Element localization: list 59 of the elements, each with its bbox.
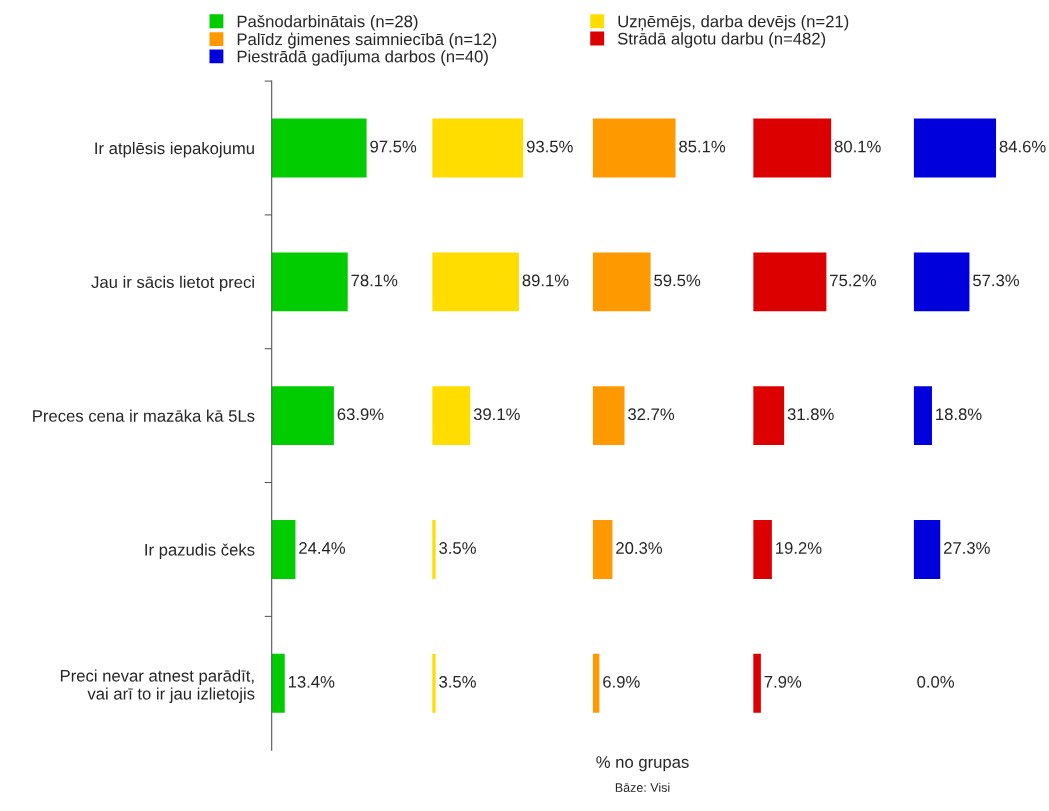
- data-label: 59.5%: [654, 274, 701, 287]
- y-tick-label: Preci nevar atnest parādīt, vai arī to ir jau izlietojis: [60, 669, 255, 703]
- legend-label: Piestrādā gadījuma darbos (n=40): [237, 50, 488, 66]
- data-label: 24.4%: [299, 542, 346, 554]
- data-label: 3.5%: [439, 675, 476, 688]
- bar: [753, 520, 772, 579]
- y-tick-label: Jau ir sācis lietot preci: [91, 275, 254, 292]
- data-label: 75.2%: [830, 274, 876, 287]
- bar: [432, 386, 471, 446]
- data-label: 13.4%: [288, 675, 335, 688]
- bar: [592, 118, 676, 178]
- bar: [432, 118, 524, 178]
- data-label: 3.5%: [439, 542, 476, 554]
- bar: [753, 252, 827, 312]
- data-label: 85.1%: [679, 140, 726, 153]
- bar: [753, 386, 785, 446]
- bar: [592, 520, 613, 579]
- data-label: 20.3%: [616, 542, 663, 554]
- legend-label: Pašnodarbinātais (n=28): [237, 14, 418, 31]
- data-label: 7.9%: [764, 675, 802, 688]
- bar: [592, 386, 625, 446]
- bar: [753, 653, 761, 713]
- bar: [753, 118, 832, 178]
- bar: [271, 653, 285, 713]
- data-label: 93.5%: [526, 140, 573, 153]
- bar: [913, 520, 941, 579]
- data-label: 84.6%: [999, 140, 1046, 153]
- x-axis-title: % no grupas: [596, 756, 689, 772]
- data-label: 57.3%: [973, 274, 1020, 287]
- bar: [271, 252, 348, 312]
- data-label: 18.8%: [936, 408, 982, 421]
- data-label: 80.1%: [834, 140, 881, 153]
- data-label: 32.7%: [628, 408, 675, 421]
- data-label: 63.9%: [337, 408, 384, 421]
- y-tick-label: Preces cena ir mazāka kā 5Ls: [33, 409, 255, 422]
- data-label: 19.2%: [776, 542, 822, 554]
- data-label: 27.3%: [944, 542, 990, 554]
- data-label: 6.9%: [603, 675, 640, 688]
- legend-label: Strādā algotu darbu (n=482): [617, 32, 826, 48]
- data-label: 78.1%: [351, 274, 398, 287]
- bar: [913, 386, 932, 446]
- data-label: 89.1%: [522, 274, 569, 287]
- legend-label: Uzņēmējs, darba devējs (n=21): [618, 15, 849, 31]
- data-label: 0.0%: [917, 675, 954, 688]
- data-label: 31.8%: [787, 408, 834, 421]
- legend-label: Palīdz ģimenes saimniecībā (n=12): [237, 32, 497, 49]
- bar: [271, 520, 296, 579]
- bar: [271, 386, 334, 446]
- bar: [592, 653, 600, 713]
- bar: [271, 118, 367, 178]
- y-tick-label: Ir atplēsis iepakojumu: [95, 141, 254, 158]
- bar: [913, 252, 970, 312]
- bar: [432, 252, 519, 312]
- y-tick-label: Ir pazudis čeks: [145, 543, 255, 559]
- bar: [592, 252, 651, 312]
- data-label: 97.5%: [370, 140, 417, 153]
- data-label: 39.1%: [473, 408, 520, 421]
- text: Bāze: Visi: [615, 782, 670, 792]
- bar: [913, 118, 997, 178]
